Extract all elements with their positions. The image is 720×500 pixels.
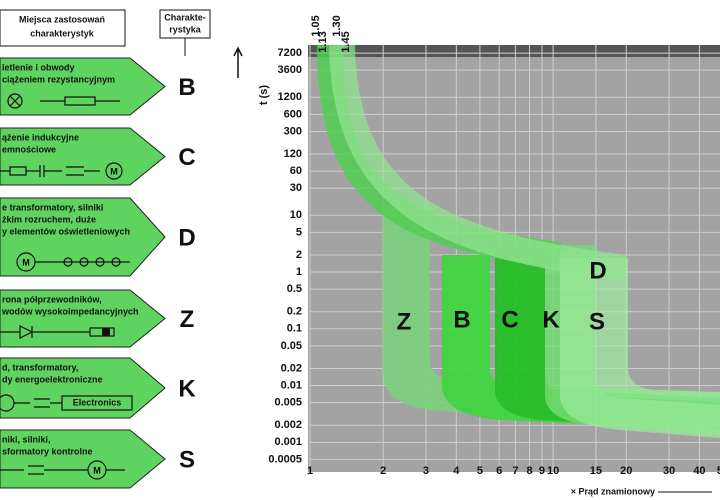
curve-label: C <box>501 306 518 333</box>
x-tick-label: 10 <box>547 465 559 477</box>
row-text: ietlenie i obwody <box>2 62 75 72</box>
characteristic-letter: S <box>179 446 195 473</box>
y-tick-label: 0.005 <box>274 397 302 409</box>
row-text: emnościowe <box>2 144 56 154</box>
header-text: Miejsca zastosowań <box>19 14 105 24</box>
y-tick-label: 1200 <box>278 91 302 103</box>
top-label: 1.30 <box>331 15 343 36</box>
x-tick-label: 9 <box>539 465 545 477</box>
header-box <box>0 9 126 47</box>
icons: M M M <box>0 93 133 480</box>
curve-label: S <box>589 308 605 335</box>
row-text: rona półprzewodników, <box>2 294 102 304</box>
y-tick-label: 1 <box>296 266 302 278</box>
y-tick-label: 0.05 <box>281 340 302 352</box>
x-tick-label: 15 <box>590 465 602 477</box>
curve-label: K <box>542 306 560 333</box>
top-label: 1.45 <box>340 31 352 52</box>
axis-arrow <box>233 46 243 78</box>
row-arrow <box>0 289 166 348</box>
row-text: ążenie indukcyjne <box>2 132 79 142</box>
y-tick-label: 0.5 <box>287 283 302 295</box>
svg-text:M: M <box>22 257 30 267</box>
header-text: rystyka <box>169 24 202 34</box>
y-tick-label: 0.001 <box>274 436 302 448</box>
svg-text:M: M <box>93 465 101 475</box>
y-tick-label: 0.2 <box>287 306 302 318</box>
x-tick-label: 30 <box>663 465 675 477</box>
row-text: wodów wysokoimpedancyjnych <box>1 306 139 316</box>
curve-label: Z <box>397 308 412 335</box>
icon-label: Electronics <box>73 397 122 407</box>
row-arrow <box>0 357 166 419</box>
band-s <box>560 258 720 438</box>
row-text: d, transformatory, <box>2 362 78 372</box>
y-tick-label: 60 <box>290 165 302 177</box>
y-tick-label: 0.002 <box>274 419 302 431</box>
x-tick-label: 5 <box>477 465 483 477</box>
header-text: Charakte- <box>164 12 206 22</box>
row-arrow <box>0 127 166 186</box>
row-text: niki, silniki, <box>2 434 51 444</box>
top-label: 1.05 <box>310 15 322 36</box>
x-tick-label: 2 <box>380 465 386 477</box>
characteristic-letter: Z <box>180 306 195 333</box>
y-tick-label: 2 <box>296 249 302 261</box>
characteristic-letter: C <box>178 144 195 171</box>
row-text: sformatory kontrolne <box>2 446 93 456</box>
x-tick-label: 1 <box>307 465 313 477</box>
curves <box>317 44 720 438</box>
y-tick-label: 0.01 <box>281 379 302 391</box>
x-tick-label: 7 <box>512 465 518 477</box>
curve-label: D <box>589 257 606 284</box>
row-text: e transformatory, silniki <box>2 202 103 212</box>
characteristic-letter: B <box>178 74 195 101</box>
y-tick-label: 30 <box>290 182 302 194</box>
x-tick-label: 50 <box>717 465 720 477</box>
y-tick-label: 3600 <box>278 64 302 76</box>
y-axis-label: t (s) <box>258 85 270 106</box>
characteristic-letter: K <box>178 375 196 402</box>
y-tick-label: 0.02 <box>281 362 302 374</box>
x-axis-label: × Prąd znamionowy <box>571 486 655 496</box>
curve-label: B <box>453 306 470 333</box>
thermal-band-2 <box>329 44 627 281</box>
plot-top-shade <box>308 45 720 57</box>
y-tick-label: 7200 <box>278 47 302 59</box>
row-text: dy energoelektroniczne <box>2 374 103 384</box>
row-arrow <box>0 197 166 277</box>
x-tick-label: 6 <box>496 465 502 477</box>
y-tick-label: 0.1 <box>287 323 302 335</box>
y-tick-label: 120 <box>284 148 302 160</box>
svg-text:M: M <box>110 166 118 176</box>
y-tick-label: 300 <box>284 125 302 137</box>
y-tick-label: 0.0005 <box>268 453 302 465</box>
x-tick-label: 20 <box>620 465 632 477</box>
x-tick-label: 3 <box>423 465 429 477</box>
x-tick-label: 40 <box>693 465 705 477</box>
row-text: żkim rozruchem, duże <box>2 214 96 224</box>
row-text: ciążeniem rezystancyjnym <box>2 74 115 84</box>
y-tick-label: 600 <box>284 108 302 120</box>
header-text: charakterystyk <box>30 28 95 38</box>
characteristic-letter: D <box>178 224 195 251</box>
top-label: 1.13 <box>317 31 329 52</box>
x-tick-label: 8 <box>526 465 532 477</box>
x-tick-label: 4 <box>453 465 460 477</box>
y-tick-label: 5 <box>296 226 302 238</box>
header-box <box>159 9 211 39</box>
row-text: y elementów oświetleniowych <box>2 226 130 236</box>
rows: ietlenie i obwody ciążeniem rezystancyjny… <box>0 57 196 489</box>
y-tick-label: 10 <box>290 209 302 221</box>
